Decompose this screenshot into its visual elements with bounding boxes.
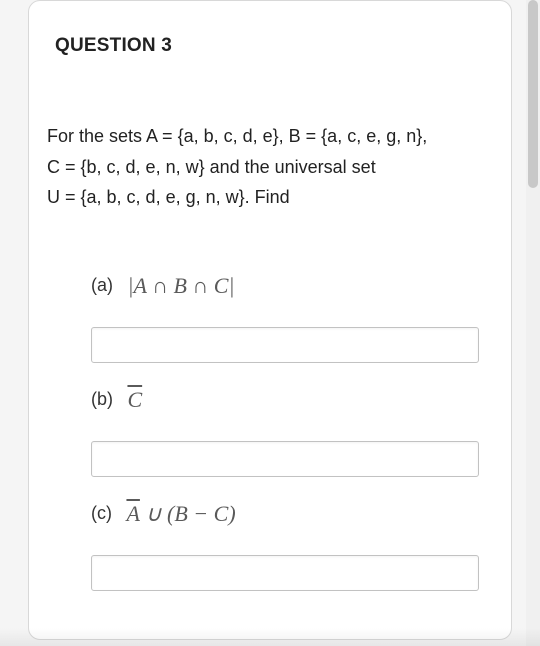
part-c-expression: A ∪ (B − C) bbox=[126, 501, 235, 527]
problem-line-2: C = {b, c, d, e, n, w} and the universal… bbox=[47, 157, 376, 177]
part-a-expression: |A ∩ B ∩ C| bbox=[127, 273, 234, 299]
question-card: QUESTION 3 For the sets A = {a, b, c, d,… bbox=[28, 0, 512, 640]
scrollbar-thumb[interactable] bbox=[528, 0, 538, 188]
part-c-input[interactable] bbox=[91, 555, 479, 591]
scrollbar-track[interactable] bbox=[526, 0, 540, 646]
parts-container: (a) |A ∩ B ∩ C| (b) C (c) A ∪ (B − C) bbox=[91, 273, 485, 591]
part-b: (b) C bbox=[91, 387, 485, 477]
problem-line-3: U = {a, b, c, d, e, g, n, w}. Find bbox=[47, 187, 290, 207]
problem-statement: For the sets A = {a, b, c, d, e}, B = {a… bbox=[47, 121, 485, 213]
part-b-label: (b) bbox=[91, 389, 113, 410]
part-b-expression: C bbox=[127, 387, 142, 413]
question-title: QUESTION 3 bbox=[55, 35, 485, 57]
part-a-label: (a) bbox=[91, 275, 113, 296]
part-a: (a) |A ∩ B ∩ C| bbox=[91, 273, 485, 363]
problem-line-1: For the sets A = {a, b, c, d, e}, B = {a… bbox=[47, 126, 427, 146]
part-c: (c) A ∪ (B − C) bbox=[91, 501, 485, 591]
part-b-input[interactable] bbox=[91, 441, 479, 477]
part-c-label: (c) bbox=[91, 503, 112, 524]
part-a-input[interactable] bbox=[91, 327, 479, 363]
